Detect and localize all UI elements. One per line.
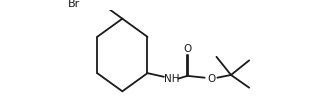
Text: O: O (208, 74, 216, 84)
Text: O: O (183, 44, 191, 54)
Text: Br: Br (68, 0, 81, 9)
Text: NH: NH (164, 74, 180, 84)
